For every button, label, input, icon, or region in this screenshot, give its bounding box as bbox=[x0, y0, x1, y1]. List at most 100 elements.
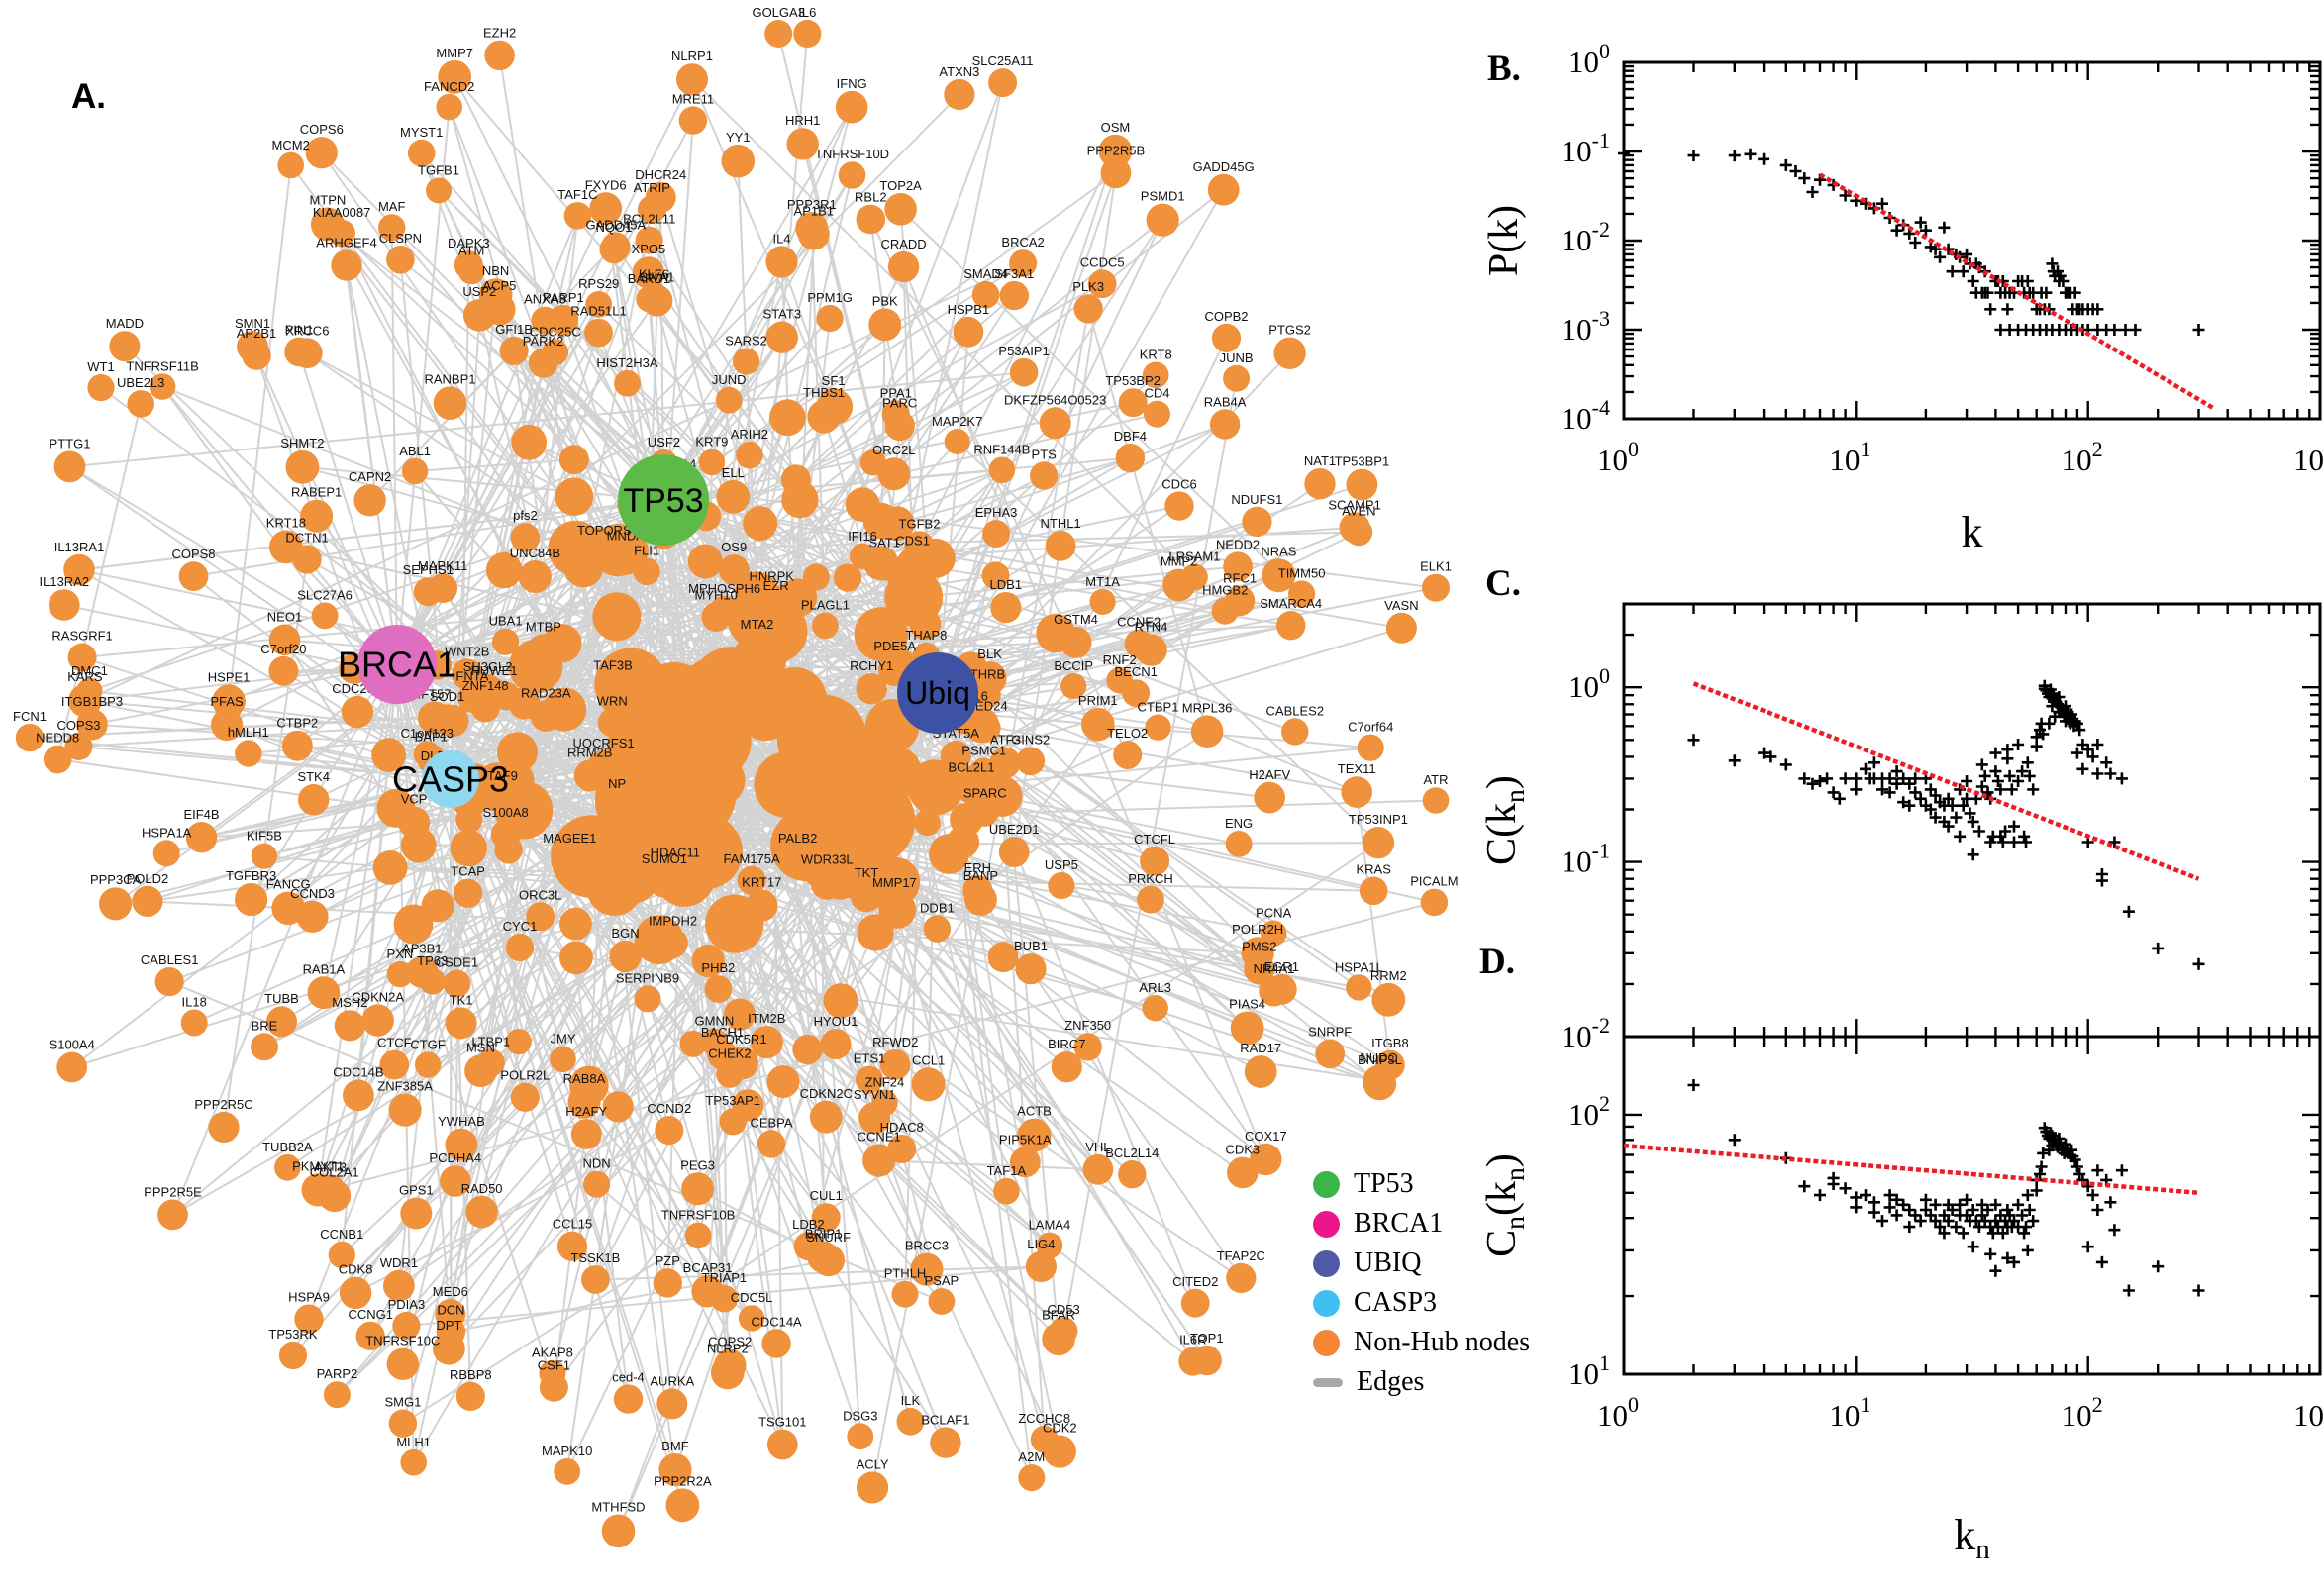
node-label: SLC25A11 bbox=[972, 53, 1034, 68]
non-hub-node bbox=[510, 523, 541, 552]
non-hub-node bbox=[433, 386, 467, 421]
non-hub-node bbox=[1207, 173, 1240, 206]
non-hub-node bbox=[388, 1409, 418, 1438]
non-hub-node bbox=[212, 684, 246, 718]
non-hub-node bbox=[781, 845, 814, 877]
non-hub-node bbox=[940, 740, 971, 772]
node-label: TSG101 bbox=[758, 1415, 806, 1430]
data-points bbox=[1618, 148, 2205, 336]
non-hub-node bbox=[87, 374, 115, 402]
node-label: CSDE1 bbox=[436, 954, 478, 969]
x-axis-title: kn bbox=[1954, 1511, 1990, 1565]
non-hub-node bbox=[407, 139, 436, 167]
node-label: DDB1 bbox=[920, 900, 955, 915]
node-label: HDAC8 bbox=[880, 1120, 924, 1135]
non-hub-node bbox=[879, 1049, 911, 1080]
non-hub-node bbox=[802, 563, 830, 591]
x-tick-label: 102 bbox=[2062, 437, 2103, 477]
non-hub-node bbox=[1042, 1322, 1075, 1356]
node-label: SAT1 bbox=[868, 536, 900, 550]
network-edge bbox=[732, 877, 841, 1123]
non-hub-node bbox=[795, 212, 829, 245]
non-hub-node bbox=[681, 1172, 715, 1206]
non-hub-node bbox=[388, 1093, 422, 1127]
node-label: GINS2 bbox=[1011, 732, 1050, 747]
hub-label-ubiq: Ubiq bbox=[905, 675, 970, 711]
network-edge bbox=[396, 300, 658, 665]
non-hub-node bbox=[944, 429, 970, 454]
non-hub-node bbox=[780, 464, 811, 495]
non-hub-node bbox=[678, 106, 708, 135]
node-label: TOP1 bbox=[1190, 1331, 1224, 1346]
network-edge bbox=[807, 787, 937, 1247]
non-hub-node bbox=[1144, 400, 1170, 428]
node-label: UNC84B bbox=[510, 546, 560, 560]
node-label: UBE2L3 bbox=[117, 375, 164, 390]
node-label: PPP3CA bbox=[90, 872, 142, 887]
non-hub-node bbox=[743, 506, 778, 542]
hub-edge bbox=[302, 465, 664, 501]
node-label: COPS8 bbox=[171, 547, 215, 561]
network-edge bbox=[124, 345, 658, 853]
non-hub-node bbox=[1142, 361, 1169, 389]
node-label: CDS1 bbox=[895, 534, 930, 549]
non-hub-node bbox=[1164, 491, 1194, 521]
node-label: GMNN bbox=[695, 1014, 735, 1029]
node-label: VCP bbox=[401, 792, 428, 807]
non-hub-node bbox=[847, 1423, 874, 1450]
node-label: NUDC bbox=[1360, 1050, 1397, 1065]
node-label: YY1 bbox=[726, 130, 751, 145]
node-label: USP2 bbox=[462, 284, 496, 299]
hub-edge bbox=[662, 499, 1358, 794]
non-hub-node bbox=[1420, 888, 1449, 917]
node-label: C1orf123 bbox=[400, 726, 453, 741]
non-hub-node bbox=[1009, 1147, 1041, 1178]
non-hub-node bbox=[850, 879, 883, 913]
node-label: CTBP1 bbox=[1138, 700, 1179, 715]
data-points bbox=[1687, 1079, 2205, 1297]
non-hub-node bbox=[1030, 461, 1059, 490]
hub-edge bbox=[396, 663, 772, 1146]
non-hub-node bbox=[497, 732, 538, 773]
non-hub-node bbox=[1276, 611, 1306, 641]
non-hub-node bbox=[716, 479, 751, 514]
non-hub-node bbox=[445, 1128, 478, 1161]
node-label: USF2 bbox=[648, 435, 680, 449]
non-hub-node bbox=[887, 250, 920, 283]
non-hub-node bbox=[428, 573, 458, 603]
node-label: SMARCA4 bbox=[1260, 596, 1322, 611]
hub-edge bbox=[390, 227, 398, 665]
non-hub-node bbox=[438, 59, 472, 94]
node-label: KRT17 bbox=[742, 875, 781, 890]
node-label: CCNE1 bbox=[858, 1130, 901, 1145]
non-hub-node bbox=[998, 837, 1030, 867]
node-label: STAT3 bbox=[763, 307, 802, 322]
non-hub-node bbox=[178, 561, 209, 591]
node-label: PPP2R5C bbox=[194, 1097, 252, 1112]
non-hub-node bbox=[971, 800, 998, 827]
node-label: KIF5B bbox=[247, 829, 282, 844]
non-hub-node bbox=[676, 63, 708, 96]
node-label: TP63 bbox=[417, 953, 448, 968]
non-hub-node bbox=[485, 551, 523, 589]
non-hub-node bbox=[1211, 597, 1239, 625]
node-label: RABEP1 bbox=[291, 485, 342, 500]
node-label: IL13RA2 bbox=[40, 574, 90, 589]
node-label: RTN4 bbox=[1135, 619, 1168, 634]
non-hub-node bbox=[490, 820, 521, 849]
node-label: BUB1 bbox=[1014, 939, 1048, 953]
network-edge bbox=[147, 848, 509, 903]
network-edge bbox=[283, 639, 585, 1103]
node-label: MMP2 bbox=[1161, 554, 1198, 569]
node-label: BCL2L14 bbox=[1105, 1146, 1159, 1160]
non-hub-node bbox=[854, 607, 909, 661]
node-label: DCTN1 bbox=[285, 530, 328, 545]
node-label: YWHAB bbox=[438, 1114, 485, 1129]
node-label: RNF2 bbox=[1103, 652, 1137, 667]
non-hub-node bbox=[820, 1029, 852, 1060]
non-hub-node bbox=[868, 549, 900, 581]
non-hub-node bbox=[563, 202, 592, 230]
non-hub-node bbox=[1315, 1039, 1346, 1069]
non-hub-node bbox=[1039, 407, 1071, 440]
